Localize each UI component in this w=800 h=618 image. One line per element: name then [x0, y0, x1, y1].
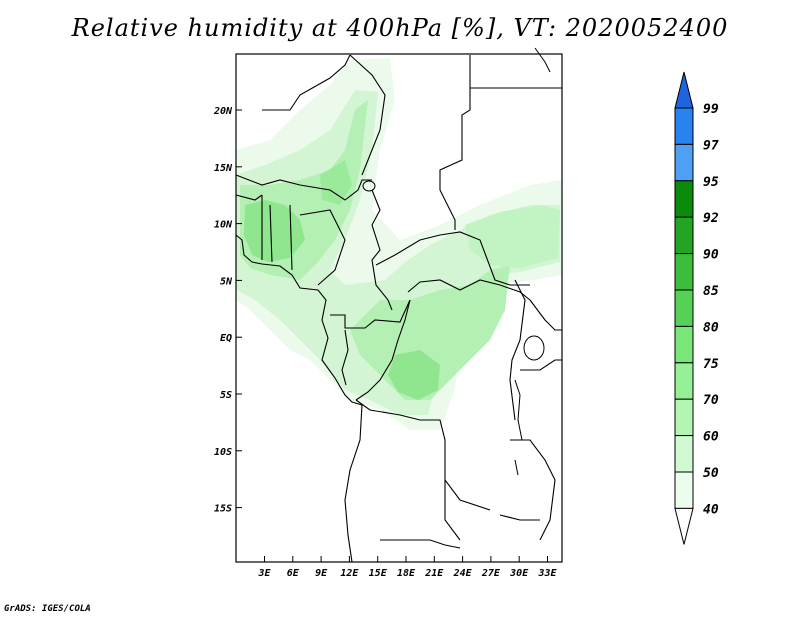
sahel-border — [235, 174, 372, 201]
drc-north-border — [407, 279, 531, 301]
colorbar-level-label: 60 — [703, 430, 719, 445]
lat-tick-label: 5S — [220, 390, 232, 401]
rh-70-patch-1 — [244, 200, 305, 262]
lon-tick-label: 3E — [257, 568, 271, 579]
humidity-shading — [236, 58, 562, 430]
lake-tanganyika — [514, 379, 523, 441]
east-border-1 — [439, 55, 471, 230]
lat-tick-label: EQ — [220, 333, 232, 344]
west-coastline — [235, 234, 363, 406]
rh-60-area-central — [350, 265, 510, 400]
burkina-border — [235, 194, 263, 201]
south-border — [380, 539, 461, 549]
map-title: Relative humidity at 400hPa [%], VT: 202… — [71, 14, 729, 42]
angola-border — [355, 399, 491, 511]
lon-tick-label: 18E — [397, 568, 416, 579]
colorbar-box — [674, 471, 694, 509]
lat-tick-label: 15S — [214, 504, 232, 515]
colorbar-level-label: 95 — [703, 175, 719, 190]
lon-tick-label: 27E — [481, 568, 501, 579]
colorbar-level-label: 80 — [703, 320, 719, 335]
lon-tick-label: 33E — [537, 568, 557, 579]
north-border-1 — [262, 54, 351, 111]
lat-tick-label: 10N — [214, 220, 233, 231]
lake-chad — [362, 180, 376, 192]
longitude-axis: 3E 6E 9E 12E 15E 18E 21E 24E 27E 30E 33E — [257, 556, 558, 579]
zambia-border — [444, 480, 461, 541]
colorbar-level-label: 70 — [703, 393, 719, 408]
lakes-border — [509, 279, 526, 421]
benin-border — [289, 204, 293, 271]
country-borders — [235, 54, 562, 563]
malawi-border — [510, 439, 556, 541]
lat-tick-label: 10S — [214, 447, 232, 458]
colorbar-box — [674, 143, 694, 182]
colorbar-box — [674, 289, 694, 327]
colorbar: 99 97 95 92 90 85 80 75 70 60 50 40 — [674, 71, 719, 545]
lat-tick-label: 15N — [214, 163, 233, 174]
moz-border — [499, 514, 540, 521]
sinai-outline — [534, 47, 551, 73]
namibia-coast — [344, 404, 363, 563]
colorbar-level-label: 85 — [703, 284, 719, 299]
colorbar-box — [674, 180, 694, 218]
nigeria-border — [299, 209, 346, 286]
colorbar-box — [674, 107, 694, 145]
colorbar-box — [674, 435, 694, 473]
togo-border — [269, 204, 273, 263]
lake-outlines — [362, 47, 551, 476]
colorbar-box — [674, 362, 694, 400]
rh-70-patch-2 — [388, 350, 440, 400]
colorbar-level-label: 92 — [703, 211, 719, 226]
colorbar-box — [674, 398, 694, 437]
colorbar-bottom-triangle — [674, 507, 694, 545]
rh-60-area-east — [465, 205, 560, 268]
drc-west-border — [355, 299, 411, 401]
car-border — [375, 231, 530, 286]
congo-border — [330, 299, 411, 329]
uganda-border — [529, 299, 562, 331]
colorbar-level-label: 90 — [703, 248, 719, 263]
gabon-border — [341, 329, 349, 386]
rh-50-area — [236, 90, 560, 415]
colorbar-level-label: 97 — [703, 138, 719, 153]
north-border-2 — [349, 54, 386, 176]
colorbar-box — [674, 253, 694, 291]
rh-70-patch-3 — [320, 160, 352, 205]
colorbar-level-label: 40 — [703, 502, 719, 517]
lon-tick-label: 9E — [315, 568, 328, 579]
lat-tick-label: 5N — [220, 276, 233, 287]
colorbar-box — [674, 325, 694, 364]
tanzania-border — [520, 359, 562, 371]
lat-tick-label: 20N — [213, 106, 233, 117]
colorbar-level-label: 50 — [703, 466, 719, 481]
grads-credit: GrADS: IGES/COLA — [4, 604, 91, 614]
colorbar-level-label: 75 — [703, 357, 719, 372]
lake-victoria — [523, 335, 545, 361]
lon-tick-label: 24E — [453, 568, 473, 579]
lake-mweru — [514, 459, 519, 476]
colorbar-top-triangle — [674, 71, 694, 109]
chad-border — [371, 189, 393, 311]
colorbar-box — [674, 216, 694, 255]
lon-tick-label: 12E — [340, 568, 359, 579]
lon-tick-label: 30E — [509, 568, 529, 579]
latitude-axis: 20N 15N 10N 5N EQ 5S 10S 15S — [213, 106, 242, 515]
lon-tick-label: 21E — [424, 568, 444, 579]
colorbar-level-label: 99 — [703, 102, 719, 117]
lon-tick-label: 15E — [369, 568, 388, 579]
map-frame — [235, 53, 563, 563]
lon-tick-label: 6E — [287, 568, 300, 579]
